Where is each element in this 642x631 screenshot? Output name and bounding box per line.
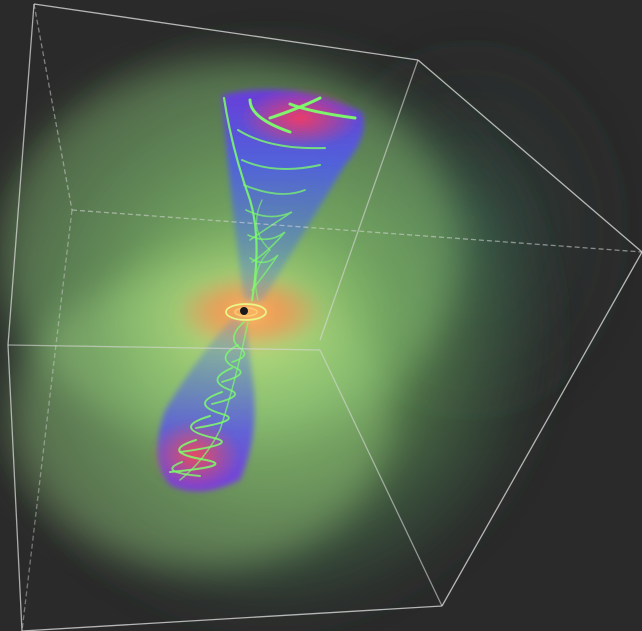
upper-jet-hotspot xyxy=(240,88,360,148)
bounding-box xyxy=(7,3,642,631)
central-object xyxy=(240,307,248,315)
lower-jet-hotspot xyxy=(150,420,240,490)
magnetic-field-lines xyxy=(168,96,357,481)
core-glow xyxy=(175,274,325,350)
